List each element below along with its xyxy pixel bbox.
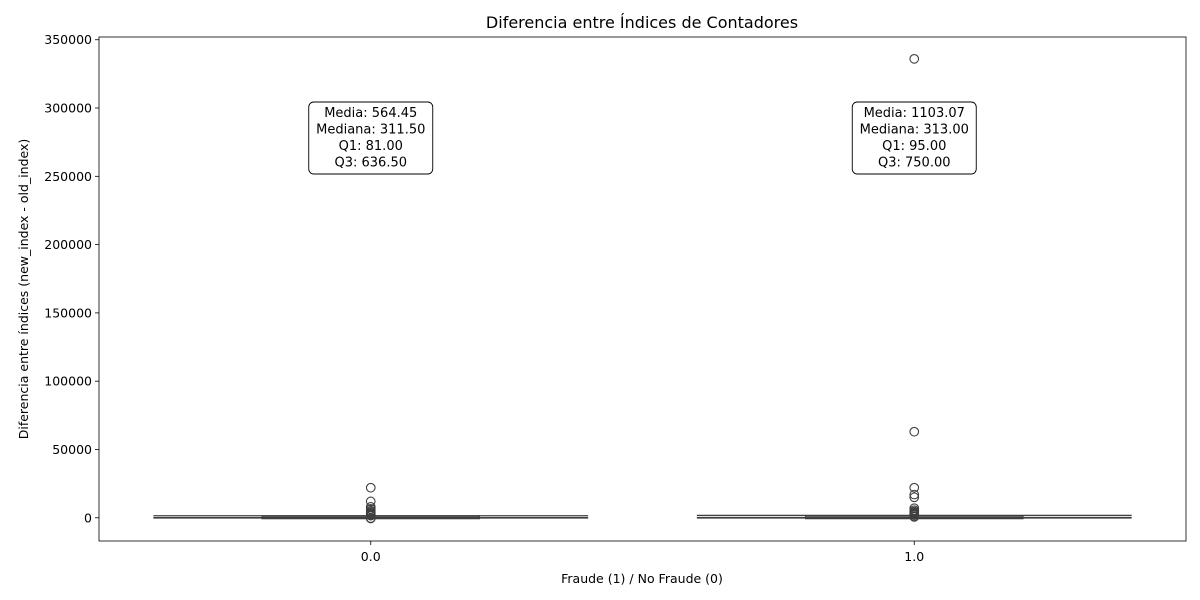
stats-annotation-line: Mediana: 311.50: [316, 123, 425, 138]
x-tick-label: 1.0: [904, 549, 924, 564]
chart-title: Diferencia entre Índices de Contadores: [486, 13, 798, 32]
y-tick-label: 200000: [44, 237, 92, 252]
stats-annotation-line: Q1: 95.00: [882, 139, 946, 154]
stats-annotation-line: Q1: 81.00: [339, 139, 403, 154]
outlier-point: [909, 54, 920, 64]
stats-annotation-line: Q3: 636.50: [334, 156, 407, 171]
outlier-point: [909, 426, 920, 437]
stats-annotation-box: [308, 101, 434, 175]
y-tick-label: 50000: [52, 442, 92, 457]
stats-annotation-line: Media: 564.45: [324, 106, 417, 121]
stats-annotation-line: Mediana: 313.00: [860, 123, 969, 138]
plot-frame: [98, 36, 1187, 542]
y-tick-label: 0: [84, 510, 92, 525]
outlier-point: [909, 489, 920, 500]
y-tick-label: 350000: [44, 32, 92, 47]
y-tick-label: 150000: [44, 305, 92, 320]
x-axis-label: Fraude (1) / No Fraude (0): [561, 571, 723, 586]
plot-area: 0 50000 100000 150000 200000 250000 300000 3500…: [44, 32, 1187, 564]
outlier-point: [909, 482, 920, 493]
outlier-point: [365, 496, 376, 507]
y-tick-label: 300000: [44, 101, 92, 116]
outlier-point: [365, 482, 376, 493]
y-tick-label: 250000: [44, 169, 92, 184]
outlier-point: [365, 510, 376, 521]
outlier-point: [365, 513, 376, 524]
y-axis-label: Diferencia entre índices (new_index - ol…: [16, 139, 31, 440]
stats-annotation-box: [851, 101, 977, 175]
stats-annotation-line: Media: 1103.07: [864, 106, 965, 121]
outlier-point: [909, 492, 920, 503]
y-tick-label: 100000: [44, 374, 92, 389]
outlier-point: [909, 512, 920, 522]
x-tick-label: 0.0: [361, 549, 381, 564]
stats-annotation-line: Q3: 750.00: [878, 156, 951, 171]
